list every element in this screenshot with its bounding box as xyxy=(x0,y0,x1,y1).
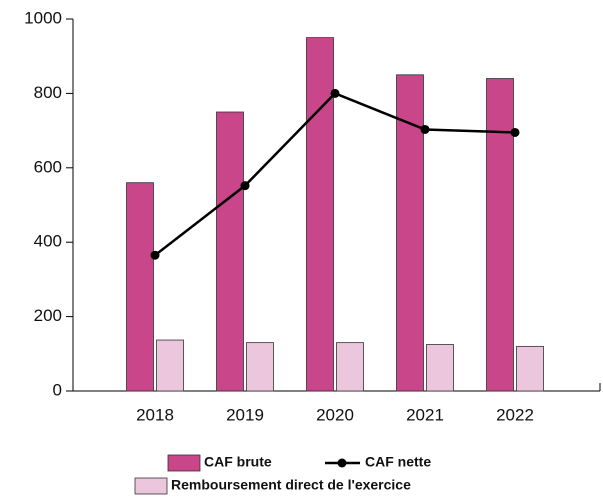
bar xyxy=(426,344,454,392)
line-point xyxy=(150,250,160,260)
x-tick-label: 2022 xyxy=(496,405,534,424)
x-tick-label: 2021 xyxy=(406,405,444,424)
legend-swatch xyxy=(134,477,168,495)
bar xyxy=(306,37,334,392)
y-tick-label: 800 xyxy=(34,83,62,102)
bar xyxy=(336,342,364,392)
legend-dot xyxy=(337,458,347,468)
line-point xyxy=(240,181,250,191)
legend-label: CAF brute xyxy=(204,454,272,470)
x-tick-label: 2019 xyxy=(226,405,264,424)
bar xyxy=(516,345,544,392)
legend-label: CAF nette xyxy=(365,454,431,470)
bar xyxy=(486,78,514,392)
y-tick-label: 400 xyxy=(34,232,62,251)
line-point xyxy=(330,88,340,98)
line-point xyxy=(510,127,520,137)
y-tick-label: 1000 xyxy=(24,8,62,27)
y-tick-label: 0 xyxy=(53,380,62,399)
y-tick-label: 600 xyxy=(34,157,62,176)
legend-swatch xyxy=(167,454,201,472)
bar xyxy=(156,339,184,392)
line xyxy=(154,91,516,257)
x-tick-label: 2020 xyxy=(316,405,354,424)
bar xyxy=(246,342,274,392)
bar xyxy=(216,111,244,392)
legend-label: Remboursement direct de l'exercice xyxy=(171,477,411,493)
x-tick-label: 2018 xyxy=(136,405,174,424)
y-tick-label: 200 xyxy=(34,306,62,325)
bar xyxy=(126,182,154,392)
line-point xyxy=(420,124,430,134)
